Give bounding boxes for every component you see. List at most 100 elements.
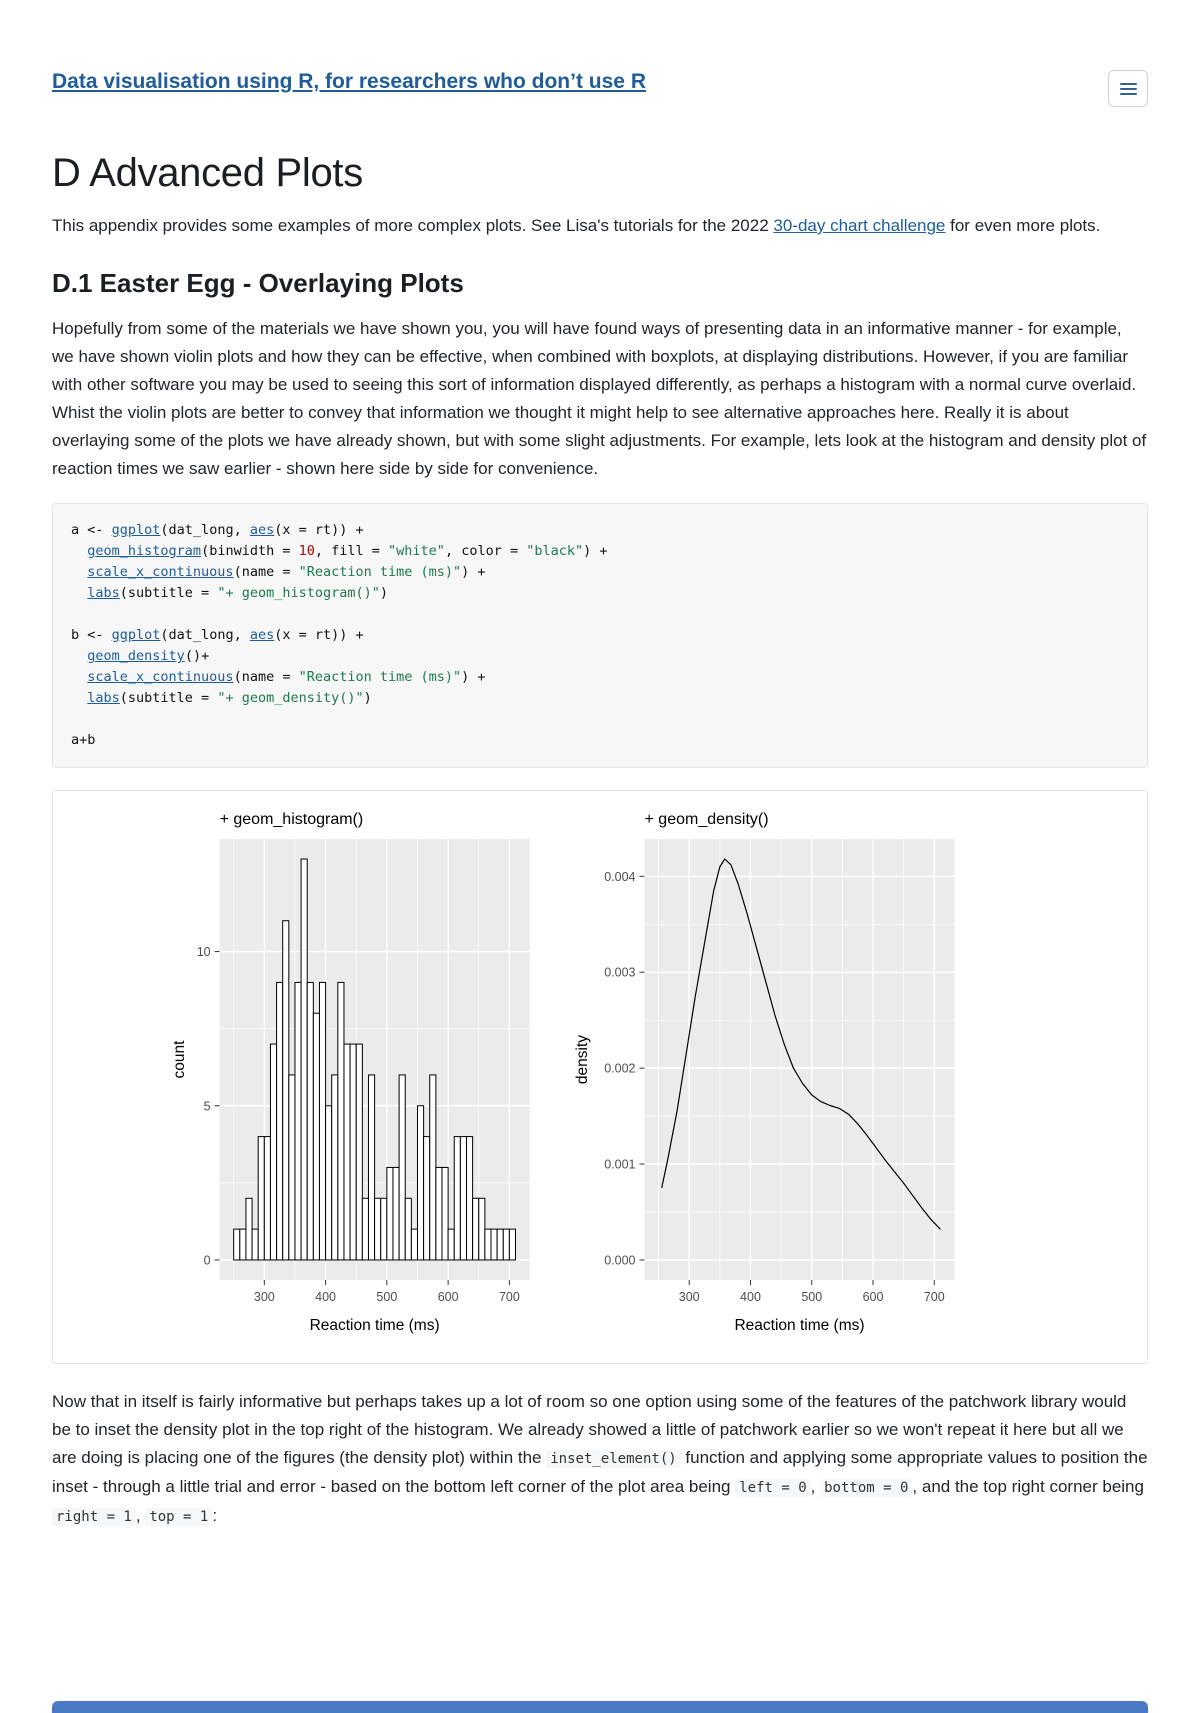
code-token: "+ geom_histogram()" xyxy=(217,585,380,601)
histogram-chart: 300 400 500 600 700 0 5 10 + geom_histogram() Rea… xyxy=(171,811,530,1334)
histogram-bar xyxy=(269,1043,278,1261)
chart-challenge-link[interactable]: 30-day chart challenge xyxy=(773,216,946,235)
code-token: (subtitle = xyxy=(119,690,218,706)
code-token xyxy=(71,585,87,601)
histogram-bar xyxy=(453,1136,461,1261)
inline-code: inset_element() xyxy=(546,1450,681,1468)
histogram-bar xyxy=(478,1197,486,1261)
histogram-bar xyxy=(416,1105,425,1261)
histogram-bar xyxy=(459,1136,467,1261)
code-token: ) xyxy=(363,690,372,706)
code-token: ) + xyxy=(583,543,608,559)
histogram-bar xyxy=(423,1136,431,1261)
code-function-link[interactable]: labs xyxy=(87,585,120,601)
histogram-bar xyxy=(276,981,284,1261)
code-token xyxy=(71,564,87,580)
code-token: 10 xyxy=(298,543,315,559)
histogram-bar xyxy=(355,1043,363,1261)
histogram-bar xyxy=(312,1012,320,1261)
code-token: ) + xyxy=(461,669,486,685)
hamburger-icon xyxy=(1119,82,1137,85)
y-tick-label: 5 xyxy=(204,1099,211,1113)
code-function-link[interactable]: ggplot xyxy=(111,627,161,643)
histogram-bar xyxy=(410,1228,418,1261)
histogram-bar xyxy=(484,1228,492,1261)
code-function-link[interactable]: scale_x_continuous xyxy=(87,564,234,580)
paragraph-text: : xyxy=(212,1506,218,1525)
code-function-link[interactable]: labs xyxy=(87,690,120,706)
paragraph-text: , and the top right corner being xyxy=(912,1477,1144,1496)
x-tick-label: 300 xyxy=(254,1290,275,1304)
code-function-link[interactable]: ggplot xyxy=(111,522,161,538)
y-tick-label: 0 xyxy=(204,1253,211,1267)
code-function-link[interactable]: aes xyxy=(249,522,275,538)
intro-paragraph: This appendix provides some examples of … xyxy=(52,212,1148,240)
histogram-bar xyxy=(257,1136,265,1261)
y-tick-label: 0.004 xyxy=(604,870,635,884)
y-tick-label: 0.003 xyxy=(604,966,635,980)
x-tick-label: 300 xyxy=(678,1290,699,1304)
paragraph-text: , xyxy=(810,1477,821,1496)
code-token: a <- xyxy=(71,522,112,538)
code-function-link[interactable]: geom_histogram xyxy=(87,543,202,559)
code-function-link[interactable]: geom_density xyxy=(87,648,185,664)
code-line xyxy=(71,709,1129,730)
histogram-bar xyxy=(386,1166,394,1261)
y-tick-label: 0.000 xyxy=(604,1253,635,1267)
histogram-bar xyxy=(496,1228,504,1261)
code-line: a <- ggplot(dat_long, aes(x = rt)) + xyxy=(71,520,1129,541)
y-tick-label: 10 xyxy=(197,945,211,959)
histogram-bar xyxy=(472,1197,480,1261)
plot-subtitle: + geom_density() xyxy=(644,811,768,828)
density-chart: 300 400 500 600 700 0.000 0.001 0.002 0.003 0.004… xyxy=(574,811,955,1334)
menu-button[interactable] xyxy=(1108,70,1148,107)
code-token: (name = xyxy=(233,564,299,580)
inline-code: top = 1 xyxy=(145,1508,213,1526)
y-tick-label: 0.002 xyxy=(604,1062,635,1076)
y-tick-label: 0.001 xyxy=(604,1158,635,1172)
code-token: (binwidth = xyxy=(201,543,299,559)
histogram-bar xyxy=(300,858,308,1261)
histogram-bar xyxy=(361,1197,369,1261)
code-function-link[interactable]: aes xyxy=(249,627,275,643)
histogram-bar xyxy=(251,1228,259,1261)
x-tick-label: 400 xyxy=(740,1290,761,1304)
x-tick-label: 500 xyxy=(801,1290,822,1304)
code-line: labs(subtitle = "+ geom_density()") xyxy=(71,688,1129,709)
code-function-link[interactable]: scale_x_continuous xyxy=(87,669,234,685)
code-token: (dat_long, xyxy=(160,522,250,538)
histogram-bar xyxy=(374,1197,382,1261)
intro-text-post: for even more plots. xyxy=(945,216,1101,235)
code-token xyxy=(71,648,87,664)
paragraph-text: Now that in itself is fairly informative… xyxy=(52,1392,1127,1467)
partial-code-block-top xyxy=(52,1701,1148,1713)
code-token: (x = rt)) + xyxy=(274,522,364,538)
code-token: ) xyxy=(379,585,389,601)
r-code-block: a <- ggplot(dat_long, aes(x = rt)) + geo… xyxy=(52,503,1148,768)
code-token xyxy=(71,543,87,559)
code-token: a+b xyxy=(71,732,96,748)
book-title-link[interactable]: Data visualisation using R, for research… xyxy=(52,70,646,93)
code-token: (subtitle = xyxy=(119,585,218,601)
histogram-bar xyxy=(502,1228,510,1261)
histogram-bar xyxy=(282,920,290,1261)
code-line: geom_density()+ xyxy=(71,646,1129,667)
histogram-bar xyxy=(490,1228,498,1261)
code-token: (name = xyxy=(233,669,299,685)
histogram-bar xyxy=(331,1074,339,1261)
code-token: b <- xyxy=(71,627,112,643)
figure-box: 300 400 500 600 700 0 5 10 + geom_histogram() Rea… xyxy=(52,790,1148,1364)
histogram-bar xyxy=(392,1166,400,1261)
histogram-bar xyxy=(367,1074,376,1261)
page-title: D Advanced Plots xyxy=(52,151,363,195)
code-line: scale_x_continuous(name = "Reaction time… xyxy=(71,667,1129,688)
histogram-bar xyxy=(288,1074,296,1261)
outro-paragraph: Now that in itself is fairly informative… xyxy=(52,1388,1148,1531)
figure-inner: 300 400 500 600 700 0 5 10 + geom_histogram() Rea… xyxy=(69,805,1131,1349)
paragraph-text: function and applying some appropriate v… xyxy=(52,1448,1148,1496)
code-token: , color = xyxy=(444,543,527,559)
code-token xyxy=(71,669,87,685)
density-figure: 300 400 500 600 700 0.000 0.001 0.002 0.003 0.004… xyxy=(572,805,967,1349)
code-token: ()+ xyxy=(184,648,210,664)
